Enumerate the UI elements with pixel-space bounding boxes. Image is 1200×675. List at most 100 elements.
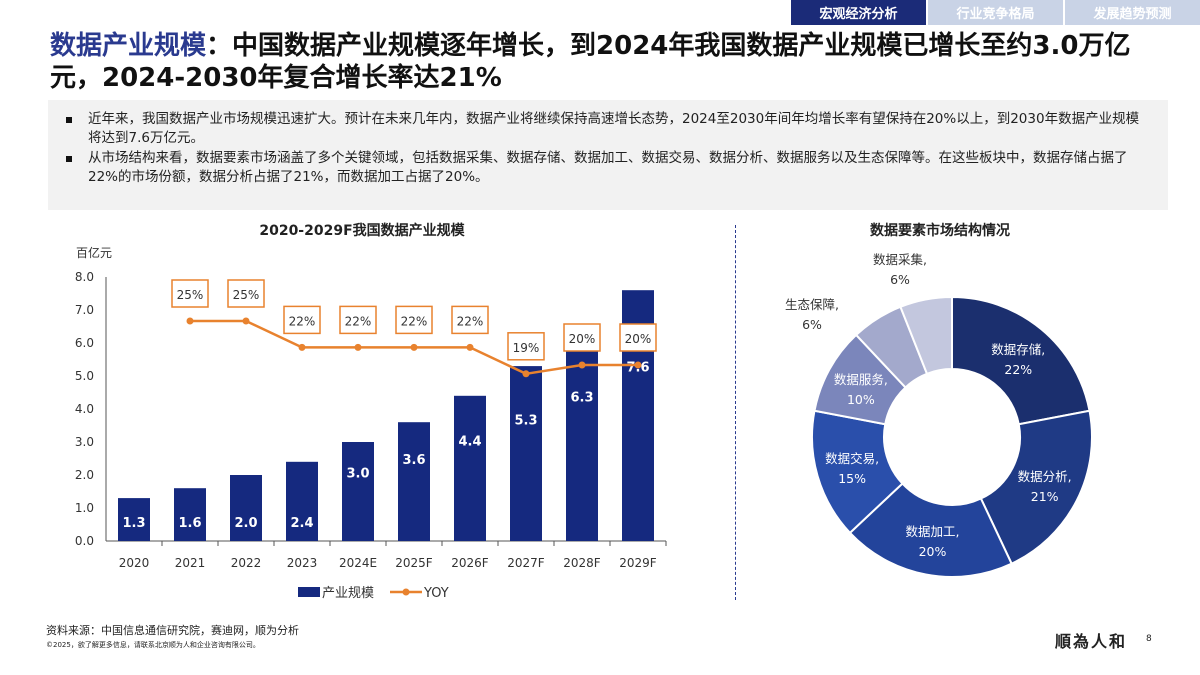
company-logo: 順為人和 [1055,632,1128,651]
x-tick-label: 2022 [231,556,262,570]
yoy-point [410,343,418,351]
x-tick-label: 2020 [119,556,150,570]
slice-label: 数据采集, [873,252,927,267]
yoy-point [466,343,474,351]
slice-value: 21% [1031,489,1059,504]
summary-bullet: 近年来，我国数据产业市场规模迅速扩大。预计在未来几年内，数据产业将继续保持高速增… [66,110,1148,148]
yoy-label-box [451,305,489,335]
yoy-point [242,317,250,325]
yoy-data-label: 19% [513,341,540,355]
legend-line-marker [402,588,410,596]
source-note: 资料来源：中国信息通信研究院，赛迪网，顺为分析 [46,624,299,637]
tab-macro-economy[interactable]: 宏观经济分析 [791,0,926,25]
legend-bar-label: 产业规模 [322,586,374,601]
bar-data-label: 1.6 [178,516,201,531]
y-axis-unit: 百亿元 [76,245,112,260]
bar [174,488,206,541]
y-tick-label: 4.0 [75,402,94,416]
x-tick-label: 2028F [563,556,601,570]
slice-label: 数据服务, [834,372,888,387]
y-tick-label: 0.0 [75,534,94,548]
y-tick-label: 7.0 [75,303,94,317]
donut-slice [848,482,1013,578]
donut-slice [979,409,1093,566]
slice-value: 22% [1004,362,1032,377]
chart-title: 2020-2029F我国数据产业规模 [259,222,465,239]
bar-data-label: 4.4 [458,434,481,449]
yoy-label-box [339,305,377,335]
bar [454,395,486,541]
bar-data-label: 3.6 [402,453,425,468]
x-tick-label: 2026F [451,556,489,570]
yoy-data-label: 25% [233,288,260,302]
title-highlight: 数据产业规模 [50,31,207,61]
page-title: 数据产业规模：中国数据产业规模逐年增长，到2024年我国数据产业规模已增长至约3… [50,30,1160,94]
tab-development-trend[interactable]: 发展趋势预测 [1065,0,1200,25]
x-tick-label: 2029F [619,556,657,570]
y-tick-label: 1.0 [75,501,94,515]
bar [286,461,318,541]
yoy-data-label: 22% [401,314,428,328]
yoy-label-box [171,279,209,308]
yoy-label-box [227,279,265,308]
yoy-data-label: 22% [289,314,316,328]
yoy-data-label: 20% [625,332,652,346]
yoy-data-label: 22% [457,314,484,328]
yoy-point [298,343,306,351]
yoy-label-box [619,323,657,352]
x-tick-label: 2023 [287,556,318,570]
yoy-point [634,361,642,369]
x-tick-label: 2027F [507,556,545,570]
divider [735,225,736,600]
summary-box: 近年来，我国数据产业市场规模迅速扩大。预计在未来几年内，数据产业将继续保持高速增… [48,100,1168,210]
slice-value: 20% [919,544,947,559]
slice-label: 数据加工, [906,524,960,539]
y-tick-label: 8.0 [75,270,94,284]
summary-bullet: 从市场结构来看，数据要素市场涵盖了多个关键领域，包括数据采集、数据存储、数据加工… [66,149,1148,187]
y-tick-label: 3.0 [75,435,94,449]
slice-label: 生态保障, [785,297,839,312]
yoy-data-label: 25% [177,288,204,302]
bar [118,498,150,541]
yoy-data-label: 20% [569,332,596,346]
slice-value: 10% [847,392,875,407]
bar-data-label: 3.0 [346,467,369,482]
yoy-point [186,317,194,325]
donut-slice [899,295,953,376]
yoy-point [354,343,362,351]
slice-label: 数据分析, [1018,469,1072,484]
bar [398,422,430,541]
bar-data-label: 5.3 [514,414,537,429]
bar-data-label: 1.3 [122,516,145,531]
bar-data-label: 2.4 [290,516,313,531]
y-tick-label: 5.0 [75,369,94,383]
x-tick-label: 2021 [175,556,206,570]
section-tabs: 宏观经济分析 行业竞争格局 发展趋势预测 [789,0,1200,25]
copyright: ©2025，欲了解更多信息，请联系北京顺为人和企业咨询有限公司。 [46,641,260,649]
y-tick-label: 2.0 [75,468,94,482]
slice-value: 6% [890,272,910,287]
yoy-point [522,370,530,378]
title-rest: ：中国数据产业规模逐年增长，到2024年我国数据产业规模已增长至约3.0万亿元，… [50,31,1131,93]
yoy-label-box [395,305,433,335]
legend-bar-swatch [298,587,320,597]
bar [342,442,374,541]
tab-industry-competition[interactable]: 行业竞争格局 [928,0,1063,25]
slice-value: 15% [838,471,866,486]
yoy-data-label: 22% [345,314,372,328]
chart-title: 数据要素市场结构情况 [870,222,1010,239]
legend-line-label: YOY [423,586,449,601]
y-tick-label: 6.0 [75,336,94,350]
yoy-label-box [507,332,545,361]
slice-label: 数据存储, [991,342,1045,357]
slice-value: 6% [802,317,822,332]
yoy-label-box [283,305,321,335]
x-tick-label: 2024E [339,556,377,570]
bar [230,475,262,541]
yoy-label-box [563,323,601,352]
x-tick-label: 2025F [395,556,433,570]
slice-label: 数据交易, [825,451,879,466]
bar [510,366,542,541]
